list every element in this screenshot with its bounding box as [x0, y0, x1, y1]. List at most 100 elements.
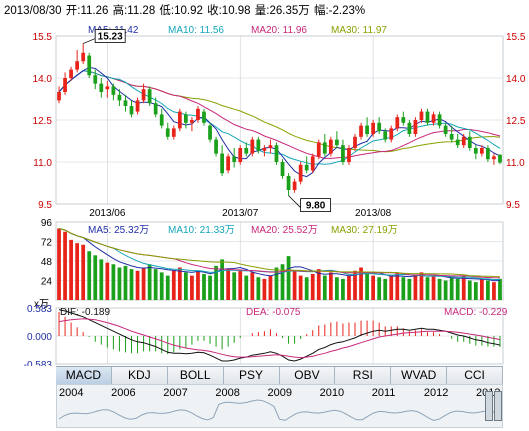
candle-body: [135, 100, 140, 112]
candle-body: [177, 111, 182, 129]
timeline-navigator[interactable]: 200420062007200820092010201120122013: [56, 384, 503, 428]
tab-psy[interactable]: PSY: [223, 367, 280, 385]
candle-body: [486, 148, 490, 160]
timeline-year: 2004: [59, 387, 84, 399]
volume-bar: [395, 272, 400, 300]
volume-bar: [256, 277, 261, 300]
candle-body: [286, 176, 291, 190]
candle-body: [153, 103, 158, 115]
month-tick: 2013/07: [222, 208, 259, 219]
candle-body: [473, 148, 478, 154]
volume-tick: 48: [41, 257, 53, 268]
candle-body: [208, 125, 212, 140]
volume-bar: [214, 265, 218, 300]
macd-legend-dea: DEA: -0.075: [246, 307, 301, 318]
price-tick-right: 12.5: [506, 116, 526, 127]
range-handle-icon[interactable]: [494, 391, 502, 421]
macd-legend-dif: DIF: -0.189: [60, 307, 110, 318]
volume-bar: [492, 282, 496, 300]
candle-body: [407, 122, 412, 134]
candle-body: [413, 120, 418, 134]
volume-bar: [298, 275, 303, 300]
volume-bar: [262, 278, 267, 300]
candle-body: [262, 148, 267, 151]
volume-bar: [467, 280, 472, 300]
price-legend-ma30: MA30: 11.97: [331, 25, 387, 36]
timeline-year: 2010: [319, 387, 345, 399]
candle-body: [159, 114, 164, 126]
volume-bar: [286, 256, 291, 300]
candle-body: [401, 117, 406, 123]
candle-body: [232, 156, 237, 162]
volume-bar: [63, 231, 67, 300]
volume-bar: [220, 259, 224, 300]
volume-bar: [359, 267, 363, 300]
candle-body: [492, 156, 496, 160]
candle-body: [226, 156, 231, 171]
timeline-year: 2008: [215, 387, 240, 399]
volume-bar: [431, 275, 436, 300]
candle-body: [449, 134, 454, 140]
volume-bar: [443, 280, 448, 300]
volume-bar: [461, 275, 466, 300]
tab-kdj[interactable]: KDJ: [111, 367, 168, 385]
tab-wvad[interactable]: WVAD: [391, 367, 448, 385]
candle-body: [165, 128, 170, 137]
tab-boll[interactable]: BOLL: [167, 367, 224, 385]
volume-bar: [87, 251, 92, 300]
volume-bar: [141, 267, 146, 300]
quote-high: 高:11.28: [112, 5, 156, 17]
candle-body: [93, 75, 98, 84]
volume-bar: [268, 275, 273, 300]
candle-body: [316, 142, 321, 157]
volume-bar: [383, 278, 388, 300]
volume-bar: [292, 270, 297, 300]
tab-cci[interactable]: CCI: [447, 367, 503, 385]
volume-bar: [498, 278, 502, 300]
tab-rsi[interactable]: RSI: [335, 367, 392, 385]
candle-body: [443, 125, 448, 134]
volume-bar: [75, 243, 80, 300]
volume-tick: 72: [41, 238, 53, 249]
tab-obv[interactable]: OBV: [279, 367, 336, 385]
volume-bar: [208, 275, 212, 300]
volume-bar: [238, 270, 243, 300]
volume-bar: [322, 275, 327, 300]
candle-body: [280, 162, 285, 176]
candle-body: [455, 139, 460, 146]
price-tick-left: 9.5: [38, 200, 52, 211]
price-tick-right: 14.0: [506, 74, 526, 85]
candle-body: [202, 111, 206, 123]
tab-macd[interactable]: MACD: [56, 367, 112, 385]
volume-tick: 96: [41, 218, 53, 229]
candle-body: [419, 111, 424, 120]
ma10-line: [58, 70, 501, 166]
macd-legend-macd: MACD: -0.229: [444, 307, 508, 318]
annotation-box: [94, 29, 126, 43]
candle-body: [141, 89, 146, 101]
volume-bar: [310, 274, 315, 300]
range-handle-icon[interactable]: [485, 391, 493, 421]
volume-bar: [244, 275, 249, 300]
candle-body: [461, 136, 466, 146]
candle-body: [322, 142, 327, 154]
annotation-pointer: [288, 195, 301, 208]
macd-tick: 0.000: [27, 332, 52, 343]
candle-body: [377, 122, 382, 132]
candle-body: [467, 136, 472, 148]
ma20-line: [58, 70, 501, 159]
volume-bar: [473, 282, 478, 300]
volume-bar: [389, 275, 394, 300]
price-legend-ma20: MA20: 11.96: [251, 25, 307, 36]
candle-body: [268, 145, 273, 148]
month-tick: 2013/06: [89, 208, 126, 219]
candle-body: [328, 139, 333, 154]
candle-body: [57, 92, 61, 101]
volume-bar: [335, 277, 339, 300]
candle-body: [129, 106, 134, 115]
quote-header: 2013/08/30 开:11.26 高:11.28 低:10.92 收:10.…: [4, 2, 524, 18]
volume-bar: [147, 264, 152, 300]
candle-body: [244, 148, 249, 154]
price-tick-left: 15.5: [33, 32, 53, 43]
candle-body: [87, 55, 92, 76]
